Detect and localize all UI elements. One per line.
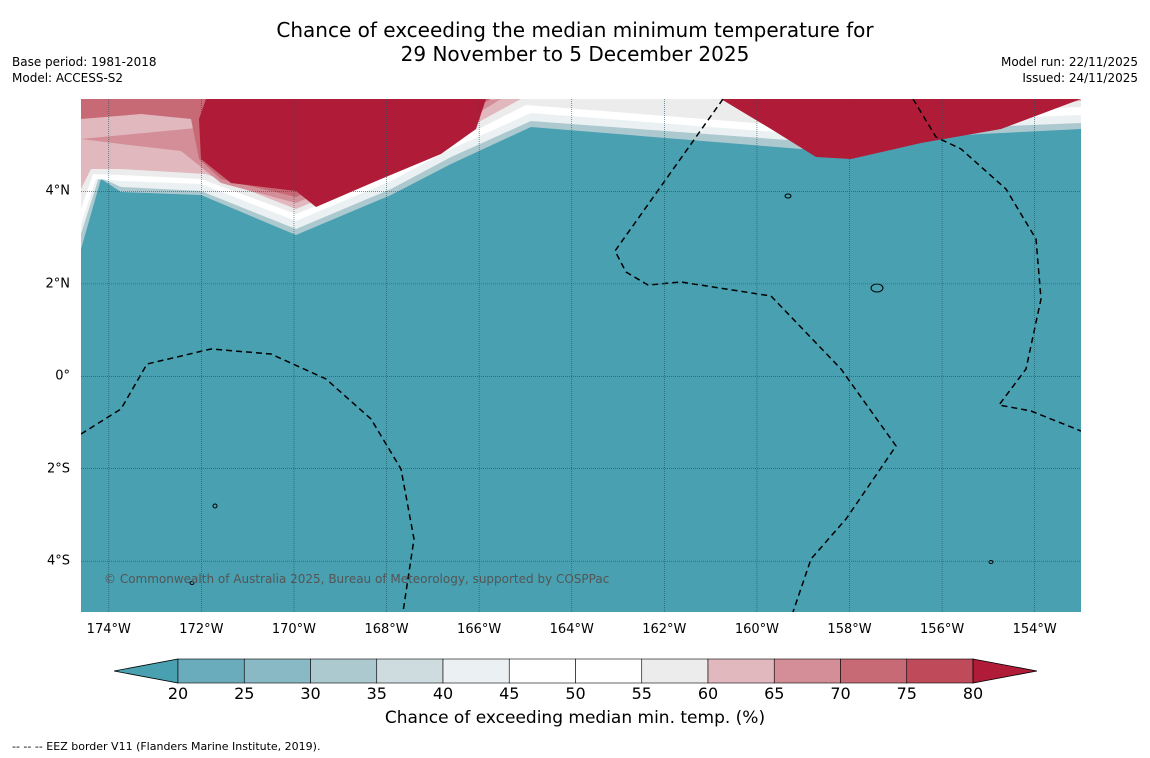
island-3 xyxy=(212,503,218,509)
longitude-tick-label: 164°W xyxy=(549,622,594,637)
colorbar-bin xyxy=(906,658,974,684)
copyright-notice: © Commonwealth of Australia 2025, Bureau… xyxy=(104,572,610,586)
map-canvas xyxy=(81,99,1081,612)
colorbar-bin xyxy=(840,658,908,684)
colorbar-tick-label: 40 xyxy=(432,684,454,703)
island-4 xyxy=(988,560,994,564)
model-name: Model: ACCESS-S2 xyxy=(12,71,124,85)
colorbar-tick-label: 80 xyxy=(962,684,984,703)
colorbar-low-extend xyxy=(113,658,179,684)
latitude-tick-label: 2°S xyxy=(46,461,70,477)
base-period: Base period: 1981-2018 xyxy=(12,55,157,69)
longitude-tick-label: 158°W xyxy=(827,622,872,637)
longitude-tick-label: 170°W xyxy=(271,622,317,637)
colorbar-tick-label: 65 xyxy=(764,684,785,703)
eez-borders xyxy=(81,99,1081,612)
title-line-2: 29 November to 5 December 2025 xyxy=(400,42,750,66)
eez-border-west xyxy=(81,348,415,612)
latitude-tick-label: 4°S xyxy=(46,553,70,569)
colorbar-tick-label: 30 xyxy=(300,684,321,703)
longitude-tick-label: 168°W xyxy=(364,622,409,637)
colorbar-tick-label: 20 xyxy=(167,684,189,703)
colorbar-bin xyxy=(707,658,775,684)
colorbar xyxy=(113,658,1038,688)
colorbar-tick-label: 50 xyxy=(565,684,586,703)
warm-contour-bands xyxy=(81,99,1081,249)
band-80 xyxy=(199,99,486,207)
longitude-tick-label: 154°W xyxy=(1012,622,1057,637)
title-line-1: Chance of exceeding the median minimum t… xyxy=(276,18,874,42)
model-run: Model run: 22/11/2025 xyxy=(1000,55,1138,69)
eez-footnote: -- -- -- EEZ border V11 (Flanders Marine… xyxy=(12,740,321,753)
longitude-tick-label: 166°W xyxy=(457,622,502,637)
colorbar-bin xyxy=(575,658,643,684)
band-80-east xyxy=(721,99,1081,159)
colorbar-tick-label: 60 xyxy=(697,684,719,703)
colorbar-canvas xyxy=(113,658,1038,684)
island-1 xyxy=(784,193,792,199)
colorbar-high-extend xyxy=(972,658,1038,684)
colorbar-bin xyxy=(442,658,510,684)
colorbar-bin xyxy=(177,658,245,684)
meta-left: Base period: 1981-2018 Model: ACCESS-S2 xyxy=(12,54,157,86)
colorbar-bin xyxy=(376,658,444,684)
colorbar-label: Chance of exceeding median min. temp. (%… xyxy=(384,708,766,728)
gridlines xyxy=(81,99,1081,612)
colorbar-bin xyxy=(773,658,841,684)
meta-right: Model run: 22/11/2025 Issued: 24/11/2025 xyxy=(1001,54,1138,86)
issued-date: Issued: 24/11/2025 xyxy=(1022,71,1138,85)
longitude-tick-label: 162°W xyxy=(642,622,687,637)
longitude-tick-label: 174°W xyxy=(86,622,131,637)
eez-border-central xyxy=(614,99,897,612)
island-5 xyxy=(189,581,195,585)
latitude-tick-label: 0° xyxy=(55,368,70,384)
longitude-tick-label: 160°W xyxy=(734,622,780,637)
colorbar-tick-label: 35 xyxy=(366,684,387,703)
colorbar-bin xyxy=(641,658,709,684)
colorbar-bin xyxy=(310,658,378,684)
colorbar-bin xyxy=(508,658,576,684)
longitude-tick-label: 172°W xyxy=(179,622,224,637)
colorbar-tick-label: 70 xyxy=(830,684,851,703)
colorbar-tick-label: 25 xyxy=(234,684,255,703)
map-title: Chance of exceeding the median minimum t… xyxy=(0,18,1150,66)
latitude-tick-label: 4°N xyxy=(45,183,71,199)
longitude-tick-label: 156°W xyxy=(920,622,965,637)
colorbar-tick-label: 45 xyxy=(499,684,520,703)
latitude-tick-label: 2°N xyxy=(45,276,71,292)
colorbar-tick-label: 55 xyxy=(631,684,652,703)
colorbar-tick-label: 75 xyxy=(896,684,917,703)
map-panel xyxy=(81,99,1081,612)
eez-border-east xyxy=(912,99,1081,432)
colorbar-bin xyxy=(243,658,311,684)
